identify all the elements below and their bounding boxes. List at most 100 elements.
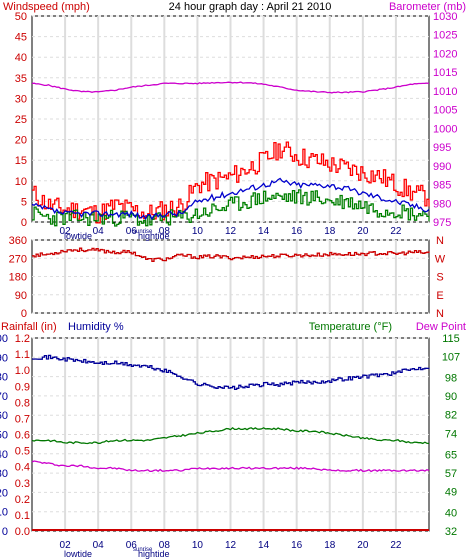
baro-tick-label: 995: [433, 142, 451, 154]
sunrise-label-top: sunrise: [133, 229, 153, 235]
baro-tick-label: 1025: [433, 30, 457, 42]
rainfall-tick-label: 0.7: [15, 413, 30, 425]
hour-tick-label: 10: [192, 226, 204, 237]
wind-tick-label: 10: [15, 176, 27, 188]
baro-tick-label: 1005: [433, 105, 457, 117]
rainfall-tick-label: 1.1: [15, 349, 30, 361]
baro-tick-label: 1020: [433, 48, 457, 60]
rainfall-tick-label: 1.2: [15, 333, 30, 345]
hour-tick-label: 18: [324, 226, 336, 237]
humidity-tick-label: 30: [0, 468, 8, 480]
humidity-tick-label: 70: [0, 391, 8, 403]
direction-tick-label: 360: [9, 235, 27, 247]
wind-tick-label: 45: [15, 32, 27, 44]
wind-tick-label: 35: [15, 73, 27, 85]
humidity-line: [32, 354, 430, 391]
humidity-tick-label: 90: [0, 352, 8, 364]
barometer-line: [31, 81, 430, 94]
hour-tick-label: 18: [324, 540, 336, 551]
compass-tick-label: S: [436, 272, 443, 284]
humidity-tick-label: 40: [0, 449, 8, 461]
baro-tick-label: 1010: [433, 86, 457, 98]
hour-tick-label: 14: [258, 540, 270, 551]
temperature-tick-label: 74: [445, 428, 457, 440]
sunrise-label-bottom: sunrise: [133, 547, 153, 553]
baro-tick-label: 985: [433, 180, 451, 192]
wind-tick-label: 40: [15, 52, 27, 64]
rainfall-tick-label: 0.0: [15, 526, 30, 538]
direction-tick-label: 90: [15, 290, 27, 302]
hour-tick-label: 04: [93, 226, 105, 237]
rainfall-tick-label: 0.3: [15, 478, 30, 490]
temperature-axis-label: Temperature (°F): [309, 321, 392, 333]
humidity-tick-label: 80: [0, 372, 8, 384]
barometer-axis-label: Barometer (mb): [389, 1, 466, 13]
wind-tick-label: 15: [15, 155, 27, 167]
temperature-tick-label: 32: [445, 526, 457, 538]
humidity-axis-label: Humidity %: [68, 321, 124, 333]
humidity-tick-label: 60: [0, 410, 8, 422]
windspeed-axis-label: Windspeed (mph): [3, 1, 90, 13]
temperature-line: [31, 426, 430, 445]
compass-tick-label: E: [436, 290, 443, 302]
hour-tick-label: 16: [291, 540, 303, 551]
wind-direction-line: [32, 247, 430, 262]
baro-tick-label: 1030: [433, 11, 457, 23]
series-lines: [31, 81, 430, 531]
compass-tick-label: N: [436, 308, 444, 320]
hightide-label-top: hightide: [138, 231, 170, 241]
direction-tick-label: 270: [9, 253, 27, 265]
temperature-tick-label: 40: [445, 507, 457, 519]
hightide-label-bottom: hightide: [138, 549, 170, 559]
baro-tick-label: 980: [433, 198, 451, 210]
temperature-tick-label: 57: [445, 468, 457, 480]
temperature-tick-label: 49: [445, 486, 457, 498]
direction-tick-label: 180: [9, 272, 27, 284]
lowtide-label-top: lowtide: [64, 231, 92, 241]
temperature-tick-label: 65: [445, 449, 457, 461]
wind-low-line: [32, 189, 430, 227]
temperature-tick-label: 107: [442, 352, 460, 364]
rainfall-tick-label: 0.2: [15, 494, 30, 506]
hour-tick-label: 22: [390, 226, 402, 237]
hour-tick-label: 04: [93, 540, 105, 551]
compass-tick-label: N: [436, 235, 444, 247]
hour-tick-label: 02: [60, 540, 72, 551]
tick-labels: 0510152025303540455097598098599099510001…: [0, 11, 460, 551]
humidity-tick-label: 50: [0, 430, 8, 442]
rainfall-tick-label: 0.9: [15, 381, 30, 393]
rainfall-tick-label: 0.8: [15, 397, 30, 409]
hour-tick-label: 20: [357, 226, 369, 237]
hour-tick-label: 16: [291, 226, 303, 237]
rainfall-tick-label: 1.0: [15, 365, 30, 377]
baro-tick-label: 990: [433, 161, 451, 173]
baro-tick-label: 1015: [433, 67, 457, 79]
wind-tick-label: 50: [15, 11, 27, 23]
humidity-tick-label: 20: [0, 487, 8, 499]
wind-tick-label: 20: [15, 135, 27, 147]
wind-gust-line: [32, 141, 430, 224]
wind-avg-line: [31, 177, 430, 221]
hour-tick-label: 02: [60, 226, 72, 237]
humidity-tick-label: 0: [2, 526, 8, 538]
temperature-tick-label: 98: [445, 373, 457, 385]
rainfall-tick-label: 0.4: [15, 462, 30, 474]
compass-tick-label: W: [435, 253, 446, 265]
hour-tick-label: 14: [258, 226, 270, 237]
direction-panel-grid: [32, 239, 429, 314]
hour-tick-label: 08: [159, 540, 171, 551]
rainfall-tick-label: 0.5: [15, 446, 30, 458]
dewpoint-line: [31, 460, 430, 473]
temperature-tick-label: 115: [442, 333, 460, 345]
hour-tick-label: 20: [357, 540, 369, 551]
humidity-tick-label: 10: [0, 507, 8, 519]
rainfall-axis-label: Rainfall (in): [1, 321, 57, 333]
hour-tick-label: 06: [126, 226, 138, 237]
hour-tick-label: 12: [225, 226, 237, 237]
chart-title: 24 hour graph day : April 21 2010: [169, 1, 332, 13]
direction-tick-label: 0: [21, 308, 27, 320]
wind-tick-label: 5: [21, 196, 27, 208]
temperature-tick-label: 90: [445, 391, 457, 403]
